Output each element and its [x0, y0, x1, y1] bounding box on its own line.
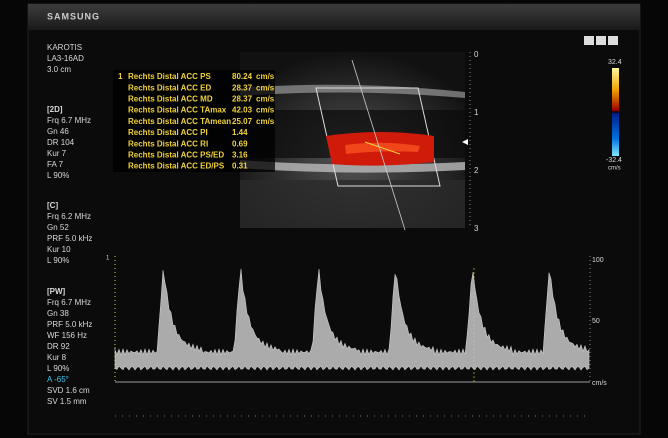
info-line: 3.0 cm — [47, 65, 71, 74]
measurement-name: Rechts Distal ACC PS/ED — [128, 151, 224, 160]
measurement-name: Rechts Distal ACC ED — [128, 83, 212, 92]
depth-label: 1 — [474, 108, 479, 117]
param-line: L 90% — [47, 256, 69, 265]
spectrum-scale: 50 — [592, 318, 600, 325]
measurement-name: Rechts Distal ACC TAmean — [128, 117, 231, 126]
icons — [584, 36, 618, 45]
depth-label: 0 — [474, 50, 479, 59]
param-line: Frq 6.7 MHz — [47, 298, 91, 307]
param-line: Kur 10 — [47, 245, 71, 254]
param-line: Frq 6.2 MHz — [47, 212, 91, 221]
param-line: L 90% — [47, 364, 69, 373]
param-line: Kur 7 — [47, 149, 67, 158]
param-line: Gn 38 — [47, 309, 69, 318]
param-line: Gn 46 — [47, 127, 69, 136]
measurement-value: 80.24 — [232, 72, 253, 81]
section-title: [2D] — [47, 105, 63, 114]
measurement-name: Rechts Distal ACC RI — [128, 139, 208, 148]
measurement-value: 28.37 — [232, 95, 253, 104]
measurement-value: 0.69 — [232, 139, 248, 148]
color-bar-unit: cm/s — [608, 166, 621, 172]
depth-label: 2 — [474, 166, 479, 175]
param-line: FA 7 — [47, 160, 64, 169]
param-line: Gn 52 — [47, 223, 69, 232]
doppler-waveform — [114, 268, 590, 371]
header-bar — [28, 4, 640, 30]
brand: SAMSUNG — [47, 11, 100, 21]
section-title: [C] — [47, 201, 58, 210]
param-line: PRF 5.0 kHz — [47, 320, 92, 329]
measurement-name: Rechts Distal ACC PS — [128, 72, 212, 81]
param-line: DR 92 — [47, 342, 70, 351]
measurement-value: 25.07 — [232, 117, 253, 126]
color-bar — [612, 68, 619, 156]
measurement-name: Rechts Distal ACC MD — [128, 95, 213, 104]
param-line: SV 1.5 mm — [47, 397, 87, 406]
color-bar-min: -32.4 — [606, 157, 622, 164]
section-title: [PW] — [47, 287, 66, 296]
param-line: SVD 1.6 cm — [47, 386, 90, 395]
param-line: Frq 6.7 MHz — [47, 116, 91, 125]
measurement-name: Rechts Distal ACC PI — [128, 128, 208, 137]
spectrum-scale: 100 — [592, 257, 604, 264]
measurement-index: 1 — [118, 72, 123, 81]
param-line: A -65° — [47, 375, 69, 384]
spectrum-marker: 1 — [106, 256, 110, 262]
measurement-name: Rechts Distal ACC ED/PS — [128, 162, 225, 171]
measurement-unit: cm/s — [256, 117, 275, 126]
measurement-unit: cm/s — [256, 95, 275, 104]
param-line: PRF 5.0 kHz — [47, 234, 92, 243]
b-mode-image — [240, 52, 468, 231]
measurement-unit: cm/s — [256, 83, 275, 92]
info-line: KAROTIS — [47, 43, 82, 52]
measurement-value: 28.37 — [232, 83, 253, 92]
info-line: LA3-16AD — [47, 54, 84, 63]
measurement-unit: cm/s — [256, 72, 275, 81]
spectrum-scale: cm/s — [592, 380, 607, 387]
param-line: Kur 8 — [47, 353, 67, 362]
measurement-name: Rechts Distal ACC TAmax — [128, 106, 227, 115]
measurement-value: 0.31 — [232, 162, 248, 171]
measurement-unit: cm/s — [256, 106, 275, 115]
measurement-box — [113, 70, 275, 172]
param-line: WF 156 Hz — [47, 331, 87, 340]
depth-label: 3 — [474, 224, 479, 233]
measurement-value: 1.44 — [232, 128, 248, 137]
measurement-value: 3.16 — [232, 151, 248, 160]
measurement-value: 42.03 — [232, 106, 253, 115]
param-line: DR 104 — [47, 138, 75, 147]
color-bar-max: 32.4 — [608, 59, 622, 66]
param-line: L 90% — [47, 171, 69, 180]
